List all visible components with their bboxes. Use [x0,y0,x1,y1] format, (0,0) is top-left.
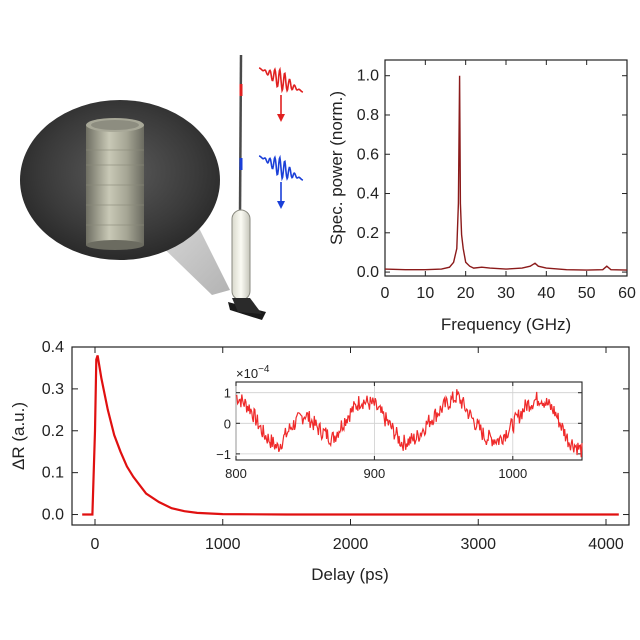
reflectivity-y-tick-label: 0.4 [42,339,64,356]
spectrum-y-tick-label: 0.8 [357,107,379,124]
fiber-tip [228,54,266,320]
spectrum-series-line [384,75,628,271]
reflectivity-x-tick-label: 3000 [460,536,496,553]
spectrum-plot-frame [384,59,628,277]
inset-x-tick-label: 1000 [498,466,527,481]
spectrum-y-tick-label: 0.2 [357,225,379,242]
reflectivity-y-axis-label: ΔR (a.u.) [9,402,28,470]
reflectivity-x-tick-label: 4000 [588,536,624,553]
reflectivity-y-tick-label: 0.0 [42,507,64,524]
inset-multiplier-exponent: −4 [258,364,270,375]
inset-y-tick-label: −1 [216,447,231,462]
spectrum-x-tick-label: 30 [497,285,515,302]
reflectivity-x-tick-label: 0 [91,536,100,553]
inset-series-line [235,389,583,458]
spectrum-x-tick-label: 10 [416,285,434,302]
inset-multiplier-label: ×10−4 [236,364,270,381]
inset-x-tick-label: 800 [225,466,247,481]
inset-chart: 800 900 1000 −1 0 1 ×10−4 [216,364,583,481]
spectrum-x-axis-label: Frequency (GHz) [441,315,571,334]
pump-pulse [258,66,304,122]
spectrum-y-axis-label: Spec. power (norm.) [327,91,346,245]
reflectivity-chart: 0 1000 2000 3000 4000 0.0 0.1 0.2 0.3 0.4 Delay (… [9,339,630,584]
inset-y-tick-label: 0 [224,416,231,431]
spectrum-y-tick-label: 1.0 [357,68,379,85]
reflectivity-x-tick-label: 2000 [333,536,369,553]
spectrum-x-tick-label: 50 [578,285,596,302]
spectrum-y-tick-label: 0.4 [357,186,379,203]
inset-plot-frame [235,381,583,461]
reflectivity-y-tick-label: 0.1 [42,465,64,482]
inset-multiplier-base: ×10 [236,366,258,381]
inset-y-tick-label: 1 [224,386,231,401]
spectrum-x-tick-label: 40 [537,285,555,302]
reflectivity-series-line [82,355,619,516]
spectrum-x-tick-label: 60 [618,285,636,302]
reflectivity-x-tick-label: 1000 [205,536,241,553]
spectrum-y-tick-label: 0.6 [357,146,379,163]
illustration [20,54,304,320]
inset-x-tick-label: 900 [364,466,386,481]
reflectivity-x-axis-label: Delay (ps) [311,565,388,584]
probe-pulse [258,154,304,209]
spectrum-x-tick-label: 20 [457,285,475,302]
spectrum-chart: 0 10 20 30 40 50 60 0.0 0.2 0.4 0.6 0.8 1.0 Frequenc… [327,59,636,334]
reflectivity-y-tick-label: 0.2 [42,423,64,440]
reflectivity-y-tick-label: 0.3 [42,381,64,398]
spectrum-x-tick-label: 0 [381,285,390,302]
micropillar [86,118,144,250]
spectrum-y-tick-label: 0.0 [357,264,379,281]
